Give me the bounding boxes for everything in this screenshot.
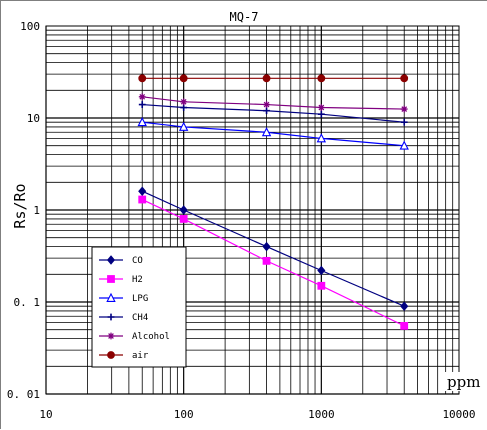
legend-item-co: CO	[99, 255, 143, 266]
legend-label-lpg: LPG	[132, 294, 148, 304]
legend-item-ch4: CH4	[99, 313, 148, 323]
tick-labels: 10 100 1000 10000 100 10 1 0. 1 0. 01	[7, 20, 476, 421]
data-point-air	[179, 74, 188, 83]
data-point-alcohol	[138, 93, 146, 101]
chart-title: MQ-7	[230, 10, 259, 24]
x-axis-label: ppm	[447, 373, 480, 391]
y-tick-label: 1	[33, 204, 40, 217]
legend-marker-lpg	[106, 292, 116, 302]
data-point-air	[262, 74, 271, 83]
legend-label-air: air	[132, 351, 149, 361]
legend: CO H2 LPG CH4 Alcohol air	[91, 246, 187, 368]
x-tick-label: 10000	[442, 408, 475, 421]
x-tick-label: 10	[39, 408, 52, 421]
series-alcohol	[138, 93, 408, 113]
data-point-ch4	[317, 110, 325, 118]
data-point-alcohol	[317, 104, 325, 111]
legend-label-ch4: CH4	[132, 313, 148, 323]
data-point-ch4	[263, 107, 270, 115]
data-point-alcohol	[263, 101, 270, 108]
y-tick-label: 100	[20, 20, 40, 33]
legend-marker-h2	[107, 275, 115, 283]
data-point-air	[317, 74, 326, 83]
data-point-co	[400, 301, 409, 311]
series-lpg	[137, 117, 409, 150]
x-tick-label: 1000	[308, 408, 335, 421]
data-point-co	[179, 205, 188, 215]
legend-item-lpg: LPG	[99, 292, 148, 304]
data-point-lpg	[316, 133, 327, 143]
data-point-h2	[138, 195, 147, 204]
data-point-h2	[179, 215, 188, 223]
data-point-alcohol	[180, 98, 188, 106]
legend-marker-co	[106, 255, 116, 265]
data-point-h2	[262, 256, 271, 265]
legend-marker-air	[107, 351, 115, 359]
legend-box	[91, 246, 187, 368]
series-ch4	[138, 101, 408, 126]
data-point-alcohol	[400, 105, 408, 113]
y-tick-label: 10	[27, 112, 40, 125]
data-point-lpg	[399, 140, 409, 150]
legend-items: CO H2 LPG CH4 Alcohol air	[99, 255, 170, 361]
data-point-air	[138, 74, 147, 83]
x-axis-label-box	[444, 372, 484, 391]
series-h2	[138, 195, 409, 330]
legend-marker-alcohol	[107, 332, 115, 340]
data-point-h2	[400, 321, 409, 330]
data-point-co	[138, 186, 147, 196]
data-point-co	[317, 265, 326, 276]
legend-label-alcohol: Alcohol	[132, 332, 170, 342]
y-axis-label: Rs/Ro	[11, 183, 29, 228]
legend-marker-ch4	[107, 313, 115, 321]
data-point-ch4	[180, 104, 188, 111]
y-tick-label: 0. 1	[14, 296, 41, 309]
plot-frame	[45, 25, 460, 395]
legend-item-alcohol: Alcohol	[99, 332, 170, 342]
data-point-ch4	[400, 118, 408, 126]
data-point-lpg	[261, 127, 272, 137]
legend-label-h2: H2	[132, 275, 143, 285]
x-tick-label: 100	[174, 408, 194, 421]
legend-item-air: air	[99, 351, 149, 361]
data-point-air	[400, 74, 409, 83]
data-point-lpg	[178, 121, 189, 131]
legend-label-co: CO	[132, 256, 143, 266]
data-point-lpg	[137, 117, 147, 127]
series-air	[138, 74, 409, 83]
grid-lines	[45, 26, 459, 395]
y-tick-label: 0. 01	[7, 388, 40, 401]
data-point-h2	[317, 281, 326, 290]
data-point-co	[262, 241, 271, 252]
series-layer	[137, 74, 409, 330]
legend-item-h2: H2	[99, 275, 143, 285]
series-co	[138, 186, 409, 311]
data-point-ch4	[138, 101, 146, 108]
